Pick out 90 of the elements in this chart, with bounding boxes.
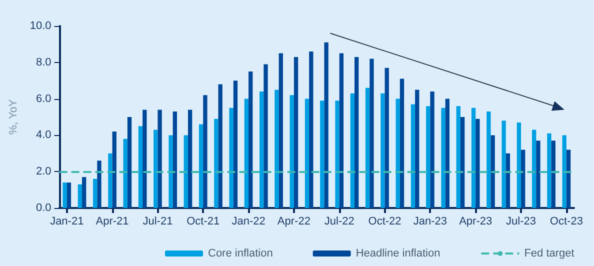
bar [521, 150, 526, 208]
bar [188, 110, 192, 208]
legend-label: Fed target [524, 248, 574, 260]
bar [380, 93, 385, 208]
bar [445, 98, 450, 208]
x-tick-label: Jul-22 [324, 216, 354, 228]
bar [274, 90, 279, 208]
bar [536, 140, 540, 208]
bar [260, 92, 264, 208]
legend-label: Headline inflation [356, 248, 440, 260]
bar [229, 108, 234, 208]
bar [415, 90, 420, 208]
bar [532, 130, 536, 208]
bar [158, 110, 162, 208]
bar [290, 95, 294, 208]
bar [78, 184, 82, 208]
bar [506, 153, 510, 208]
bar [365, 88, 370, 208]
bar [354, 56, 359, 208]
bar [476, 118, 480, 208]
x-tick-label: Jan-23 [413, 216, 448, 228]
bar [138, 126, 143, 208]
bar [154, 130, 158, 208]
bar [430, 92, 434, 208]
bar [350, 93, 354, 208]
y-axis-title: %, YoY [8, 98, 20, 135]
bar [112, 132, 116, 208]
bar [396, 98, 400, 208]
legend-label: Core inflation [208, 248, 273, 260]
y-tick-label: 0.0 [36, 202, 52, 214]
bar [142, 110, 147, 208]
bar [547, 133, 552, 208]
bar [562, 135, 566, 208]
bar [62, 182, 67, 208]
bar [384, 68, 389, 208]
bar [516, 122, 522, 208]
bar [97, 160, 102, 208]
bar [486, 112, 491, 208]
bar [168, 135, 173, 208]
bar [198, 124, 204, 208]
y-tick-label: 6.0 [36, 92, 52, 105]
bar [456, 106, 460, 208]
bar [339, 53, 344, 208]
bar [233, 80, 238, 208]
y-tick-label: 2.0 [36, 166, 52, 178]
y-tick-label: 8.0 [36, 56, 52, 68]
bar [490, 135, 495, 208]
bar [203, 95, 208, 208]
bar [92, 178, 98, 208]
bar [172, 112, 178, 208]
bar [66, 182, 72, 208]
x-tick-label: Oct-22 [368, 216, 402, 228]
bar [264, 64, 268, 208]
bar [410, 104, 416, 208]
bar [82, 177, 86, 208]
x-tick-label: Jul-23 [506, 216, 536, 228]
bar [502, 120, 506, 208]
bar [214, 118, 218, 208]
bar [324, 42, 328, 208]
bar [551, 140, 556, 208]
x-tick-label: Jan-21 [50, 216, 84, 228]
bar [278, 53, 283, 208]
x-tick-label: Apr-22 [277, 216, 310, 228]
x-tick-label: Apr-21 [96, 216, 129, 228]
bar [304, 98, 310, 208]
bar [441, 108, 446, 208]
y-tick-label: 4.0 [36, 129, 52, 142]
bar [184, 135, 188, 208]
bar [294, 56, 298, 208]
bar [127, 117, 132, 208]
bar [370, 58, 374, 208]
y-tick-label: 10.0 [30, 20, 52, 32]
x-tick-label: Oct-23 [550, 216, 583, 228]
x-tick-label: Jan-22 [232, 216, 266, 228]
bar [566, 150, 571, 208]
bar [218, 84, 222, 208]
bar [400, 78, 404, 208]
x-tick-label: Oct-21 [186, 216, 220, 228]
bar [248, 72, 253, 208]
bar [471, 108, 476, 208]
bar [320, 100, 324, 208]
bar [335, 100, 340, 208]
bar [309, 51, 314, 208]
bar [108, 153, 112, 208]
bar [460, 117, 465, 208]
bar [244, 98, 249, 208]
x-tick-label: Apr-23 [459, 216, 492, 228]
bar [123, 138, 128, 208]
bar [426, 106, 430, 208]
x-tick-label: Jul-21 [142, 216, 173, 228]
